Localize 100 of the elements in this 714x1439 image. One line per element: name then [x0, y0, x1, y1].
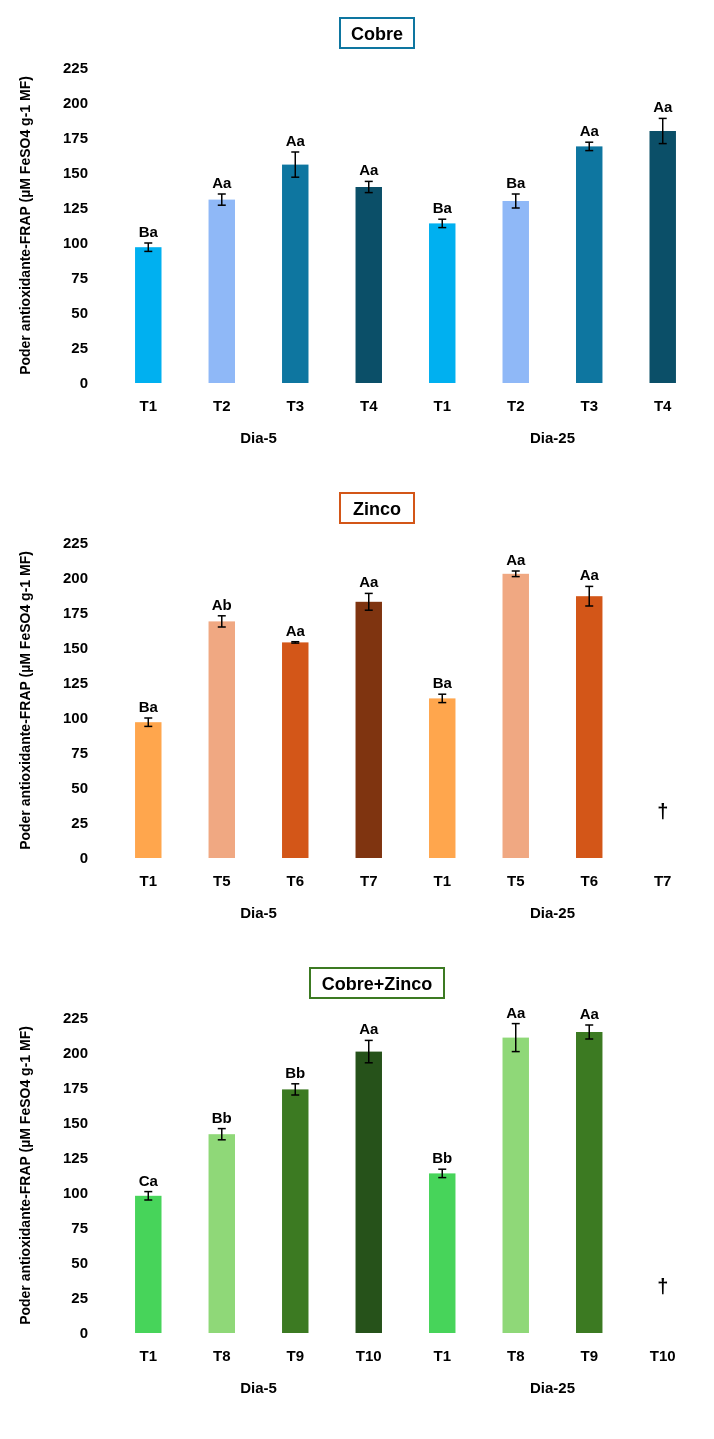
bar	[429, 698, 456, 858]
y-tick-label: 225	[62, 534, 88, 551]
y-tick-label: 0	[79, 374, 88, 391]
text: Dia-5	[240, 429, 277, 446]
bar	[355, 187, 382, 383]
chart-title: Zinco	[353, 499, 401, 519]
y-tick-label: 175	[62, 1079, 88, 1096]
y-tick-label: 125	[62, 674, 88, 691]
x-tick-label: T7	[360, 872, 378, 889]
data-label: Aa	[506, 1003, 526, 1021]
data-label: Ba	[138, 223, 159, 240]
x-tick-label: T1	[139, 1347, 158, 1364]
y-tick-label: 0	[79, 849, 88, 866]
data-label: Aa	[579, 1005, 600, 1022]
data-label: Aa	[359, 573, 379, 591]
bar	[282, 642, 309, 858]
x-tick-label: T1	[433, 1347, 451, 1364]
data-label: Ba	[432, 199, 453, 217]
data-label: Ab	[211, 595, 232, 613]
bar	[282, 1089, 309, 1333]
x-tick-label: T10	[355, 1347, 382, 1364]
bar	[429, 223, 456, 383]
x-tick-label: T8	[506, 1347, 525, 1364]
data-label: Aa	[212, 174, 233, 191]
y-tick-label: 200	[62, 94, 88, 111]
y-tick-label: 150	[62, 639, 88, 656]
x-tick-label: T5	[213, 872, 231, 889]
bar	[282, 164, 309, 383]
bar	[135, 247, 162, 383]
bar	[208, 621, 235, 858]
bar	[576, 596, 603, 858]
x-tick-label: T6	[580, 872, 598, 889]
y-tick-label: 200	[62, 569, 88, 586]
bar	[208, 199, 235, 383]
y-axis-title: Poder antioxidante-FRAP (µM FeSO4 g-1 MF)	[17, 551, 33, 850]
bar	[429, 1173, 456, 1333]
y-tick-label: 100	[62, 1184, 88, 1201]
x-tick-label: T9	[580, 1347, 598, 1364]
data-label: Aa	[359, 1020, 379, 1038]
chart-title: Cobre	[350, 24, 404, 44]
text: Dia-5	[240, 904, 277, 921]
text: Dia-5	[240, 1379, 277, 1396]
bar	[576, 1032, 603, 1333]
x-tick-label: T9	[286, 1347, 305, 1364]
y-tick-label: 50	[71, 779, 88, 796]
y-axis-title: Poder antioxidante-FRAP (µM FeSO4 g-1 MF)	[17, 76, 33, 375]
bar	[208, 1134, 235, 1333]
y-axis-title: Poder antioxidante-FRAP (µM FeSO4 g-1 MF)	[17, 1026, 33, 1325]
x-tick-label: T1	[433, 872, 451, 889]
y-tick-label: 125	[62, 1149, 88, 1166]
y-tick-label: 175	[62, 129, 88, 146]
y-tick-label: 50	[71, 304, 88, 321]
data-label: Aa	[359, 161, 379, 179]
data-label: Aa	[653, 98, 673, 116]
bar	[502, 201, 529, 383]
data-label: Bb	[432, 1149, 453, 1167]
data-label: Ba	[138, 698, 159, 715]
x-tick-label: T4	[653, 397, 673, 414]
y-tick-label: 100	[62, 234, 88, 251]
y-tick-label: 75	[71, 744, 88, 761]
y-tick-label: 25	[71, 339, 88, 356]
bar	[502, 1037, 529, 1333]
bar	[355, 601, 382, 858]
y-tick-label: 75	[71, 1219, 88, 1236]
y-tick-label: 25	[71, 1289, 88, 1306]
y-tick-label: 100	[62, 709, 88, 726]
y-tick-label: 150	[62, 1114, 88, 1131]
x-tick-label: T3	[580, 397, 598, 414]
x-tick-label: T10	[649, 1347, 676, 1364]
data-label: Ba	[506, 174, 526, 191]
text: Dia-25	[529, 1379, 575, 1396]
y-tick-label: 225	[62, 59, 88, 76]
text: Dia-25	[529, 904, 575, 921]
data-label: Aa	[506, 551, 526, 568]
x-tick-label: T1	[139, 397, 158, 414]
x-tick-label: T8	[213, 1347, 231, 1364]
x-tick-label: T5	[506, 872, 525, 889]
text: †	[657, 1275, 669, 1297]
y-tick-label: 50	[71, 1254, 88, 1271]
y-tick-label: 0	[79, 1324, 88, 1341]
text: Dia-25	[529, 429, 575, 446]
x-tick-label: T2	[506, 397, 525, 414]
data-label: Aa	[285, 132, 306, 149]
x-tick-label: T4	[360, 397, 379, 414]
y-tick-label: 25	[71, 814, 88, 831]
bar	[135, 1195, 162, 1333]
bar	[576, 146, 603, 383]
y-tick-label: 75	[71, 269, 88, 286]
data-label: Aa	[579, 122, 600, 140]
y-tick-label: 125	[62, 199, 88, 216]
x-tick-label: T2	[213, 397, 231, 414]
data-label: Ca	[138, 1171, 159, 1189]
bar	[135, 722, 162, 858]
x-tick-label: T6	[286, 872, 305, 889]
y-tick-label: 150	[62, 164, 88, 181]
y-tick-label: 175	[62, 604, 88, 621]
data-label: Aa	[579, 566, 600, 584]
x-tick-label: T1	[139, 872, 158, 889]
text: †	[657, 800, 669, 822]
x-tick-label: T7	[653, 872, 672, 889]
